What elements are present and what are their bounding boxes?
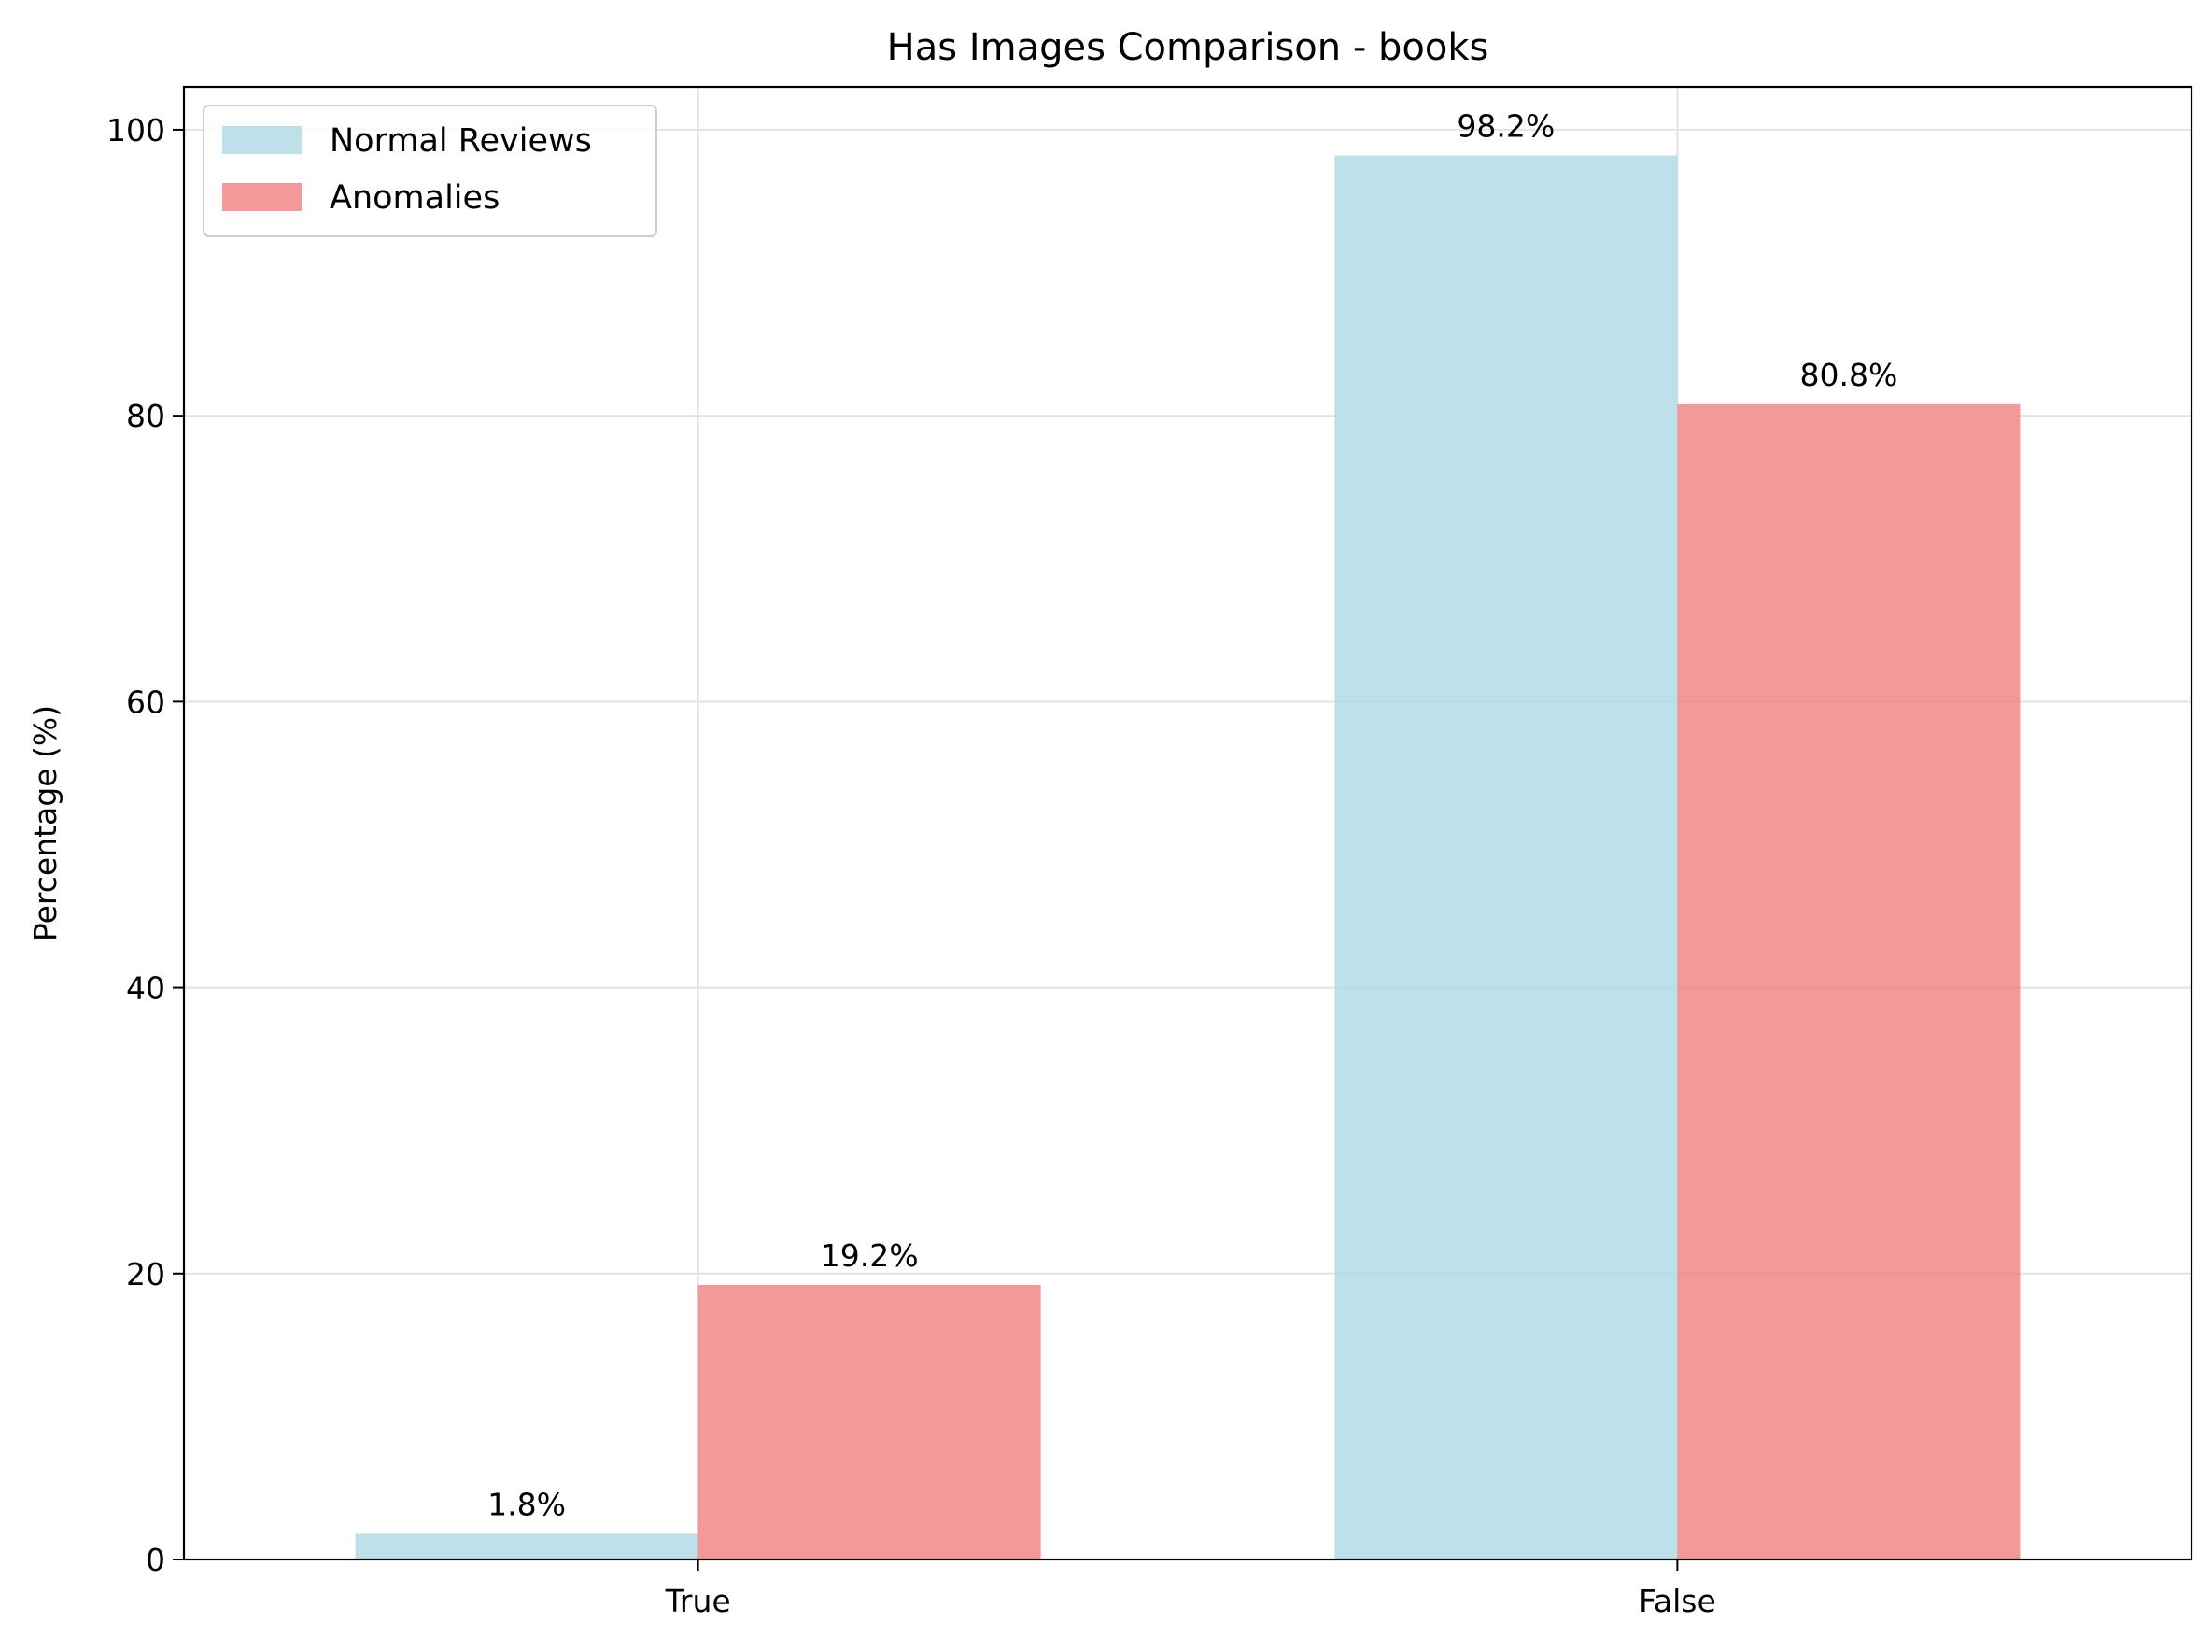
x-tick-label-false: False [1639, 1583, 1716, 1619]
x-tick-label-true: True [665, 1583, 731, 1619]
y-tick-label: 100 [106, 112, 165, 148]
chart-title: Has Images Comparison - books [887, 26, 1489, 69]
plot-frame [182, 85, 2193, 1561]
bar-value-label: 19.2% [821, 1237, 919, 1274]
legend-swatch-normal-reviews [222, 126, 302, 154]
bar-layer [355, 155, 2021, 1560]
legend-box [203, 105, 657, 237]
bar-value-label: 80.8% [1800, 357, 1898, 393]
bar-anomalies-true [697, 1285, 1041, 1560]
bar-value-label: 1.8% [487, 1486, 566, 1522]
legend-label-anomalies: Anomalies [330, 179, 500, 217]
bar-normal-reviews-false [1334, 155, 1678, 1560]
legend-label-normal-reviews: Normal Reviews [330, 122, 592, 160]
y-tick-label: 20 [126, 1256, 165, 1292]
bar-normal-reviews-true [355, 1533, 698, 1560]
y-tick-label: 40 [126, 970, 165, 1007]
tick-layer: 0 20 40 60 80 100 True False [106, 112, 1716, 1619]
y-tick-label: 60 [126, 684, 165, 720]
bar-value-label: 98.2% [1457, 107, 1555, 144]
y-tick-label: 80 [126, 398, 165, 434]
bar-anomalies-false [1677, 403, 2021, 1560]
label-layer: 1.8% 98.2% 19.2% 80.8% [487, 107, 1897, 1522]
legend: Normal Reviews Anomalies [203, 105, 657, 237]
y-axis-label: Percentage (%) [27, 705, 63, 941]
y-tick-label: 0 [146, 1542, 165, 1578]
legend-swatch-anomalies [222, 183, 302, 211]
